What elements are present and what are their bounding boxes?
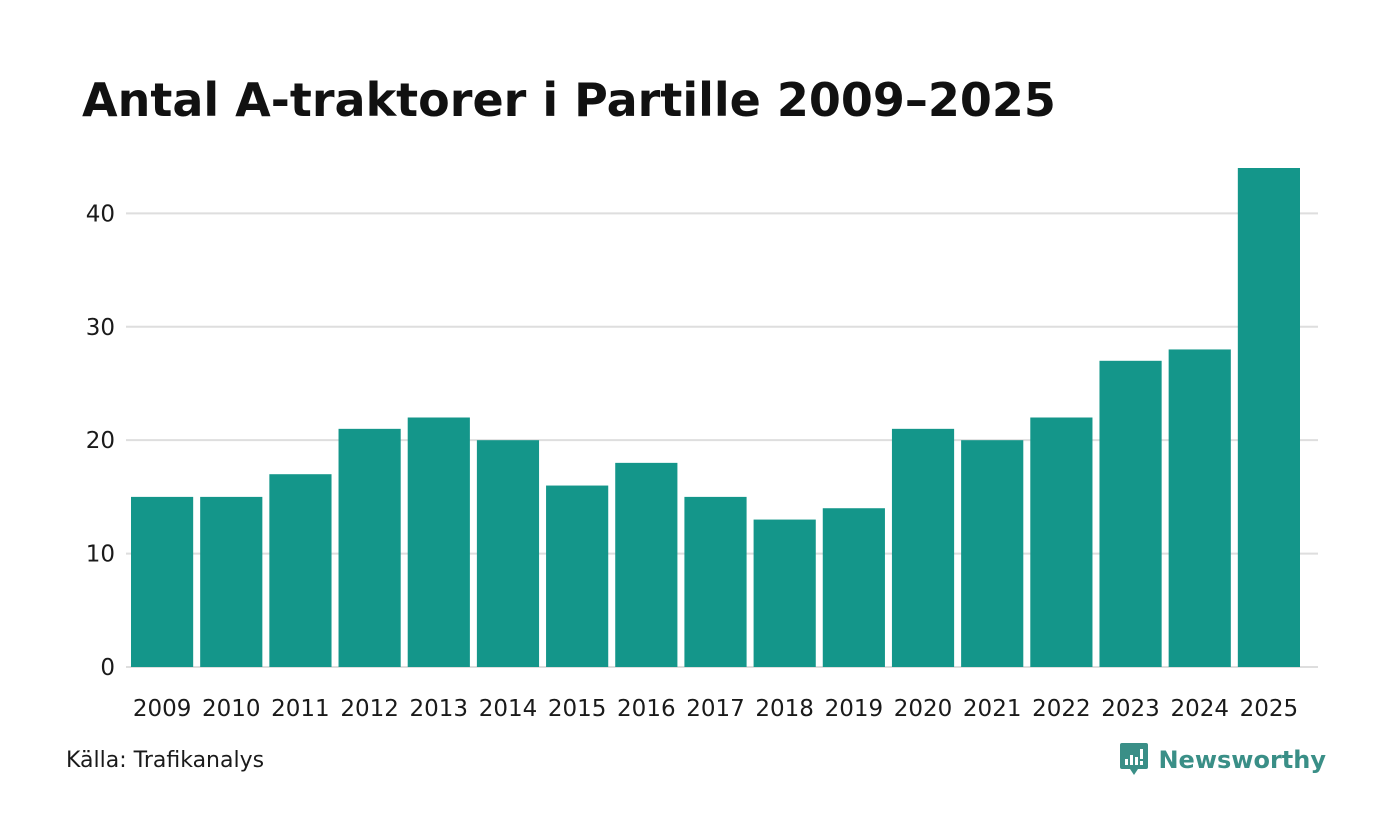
bar-2024 xyxy=(1168,349,1231,667)
y-tick-label: 20 xyxy=(86,428,115,454)
x-tick-label: 2010 xyxy=(202,696,261,722)
x-tick-label: 2024 xyxy=(1170,696,1229,722)
brand-logo: Newsworthy xyxy=(1119,742,1326,778)
bar-2018 xyxy=(753,519,816,667)
x-tick-label: 2020 xyxy=(894,696,953,722)
bars xyxy=(131,168,1300,667)
chart-title: Antal A-traktorer i Partille 2009–2025 xyxy=(82,73,1056,127)
source-text: Källa: Trafikanalys xyxy=(66,748,265,773)
bar-2016 xyxy=(615,462,678,667)
y-tick-label: 10 xyxy=(86,542,115,568)
x-tick-label: 2022 xyxy=(1032,696,1091,722)
brand-name: Newsworthy xyxy=(1158,746,1326,774)
x-axis-ticks: 2009 2010 2011 2012 2013 2014 2015 2016 2017 2018… xyxy=(133,696,1298,722)
bar-2021 xyxy=(961,440,1024,667)
x-tick-label: 2017 xyxy=(686,696,745,722)
bar-2013 xyxy=(407,417,470,667)
x-tick-label: 2021 xyxy=(963,696,1022,722)
x-tick-label: 2025 xyxy=(1240,696,1299,722)
x-tick-label: 2014 xyxy=(479,696,538,722)
y-axis-ticks: 0 10 20 30 40 xyxy=(86,201,115,681)
x-tick-label: 2019 xyxy=(825,696,884,722)
bar-2023 xyxy=(1099,360,1162,667)
bar-2022 xyxy=(1030,417,1093,667)
bar-2010 xyxy=(200,496,263,667)
x-tick-label: 2011 xyxy=(271,696,330,722)
bar-2009 xyxy=(131,496,194,667)
x-tick-label: 2009 xyxy=(133,696,192,722)
x-tick-label: 2013 xyxy=(410,696,469,722)
x-tick-label: 2015 xyxy=(548,696,607,722)
x-tick-label: 2018 xyxy=(755,696,814,722)
bar-2019 xyxy=(822,508,885,667)
bar-2015 xyxy=(546,485,609,667)
newsworthy-logo-icon xyxy=(1120,743,1149,775)
y-tick-label: 0 xyxy=(100,655,115,681)
bar-2012 xyxy=(338,428,401,667)
bar-2011 xyxy=(269,474,332,667)
x-tick-label: 2023 xyxy=(1101,696,1160,722)
bar-2025 xyxy=(1237,168,1300,667)
x-tick-label: 2016 xyxy=(617,696,676,722)
bar-2020 xyxy=(891,428,955,667)
bar-2017 xyxy=(684,496,747,667)
bar-2014 xyxy=(476,440,540,667)
x-tick-label: 2012 xyxy=(340,696,399,722)
y-tick-label: 30 xyxy=(86,315,115,341)
y-tick-label: 40 xyxy=(86,201,115,227)
